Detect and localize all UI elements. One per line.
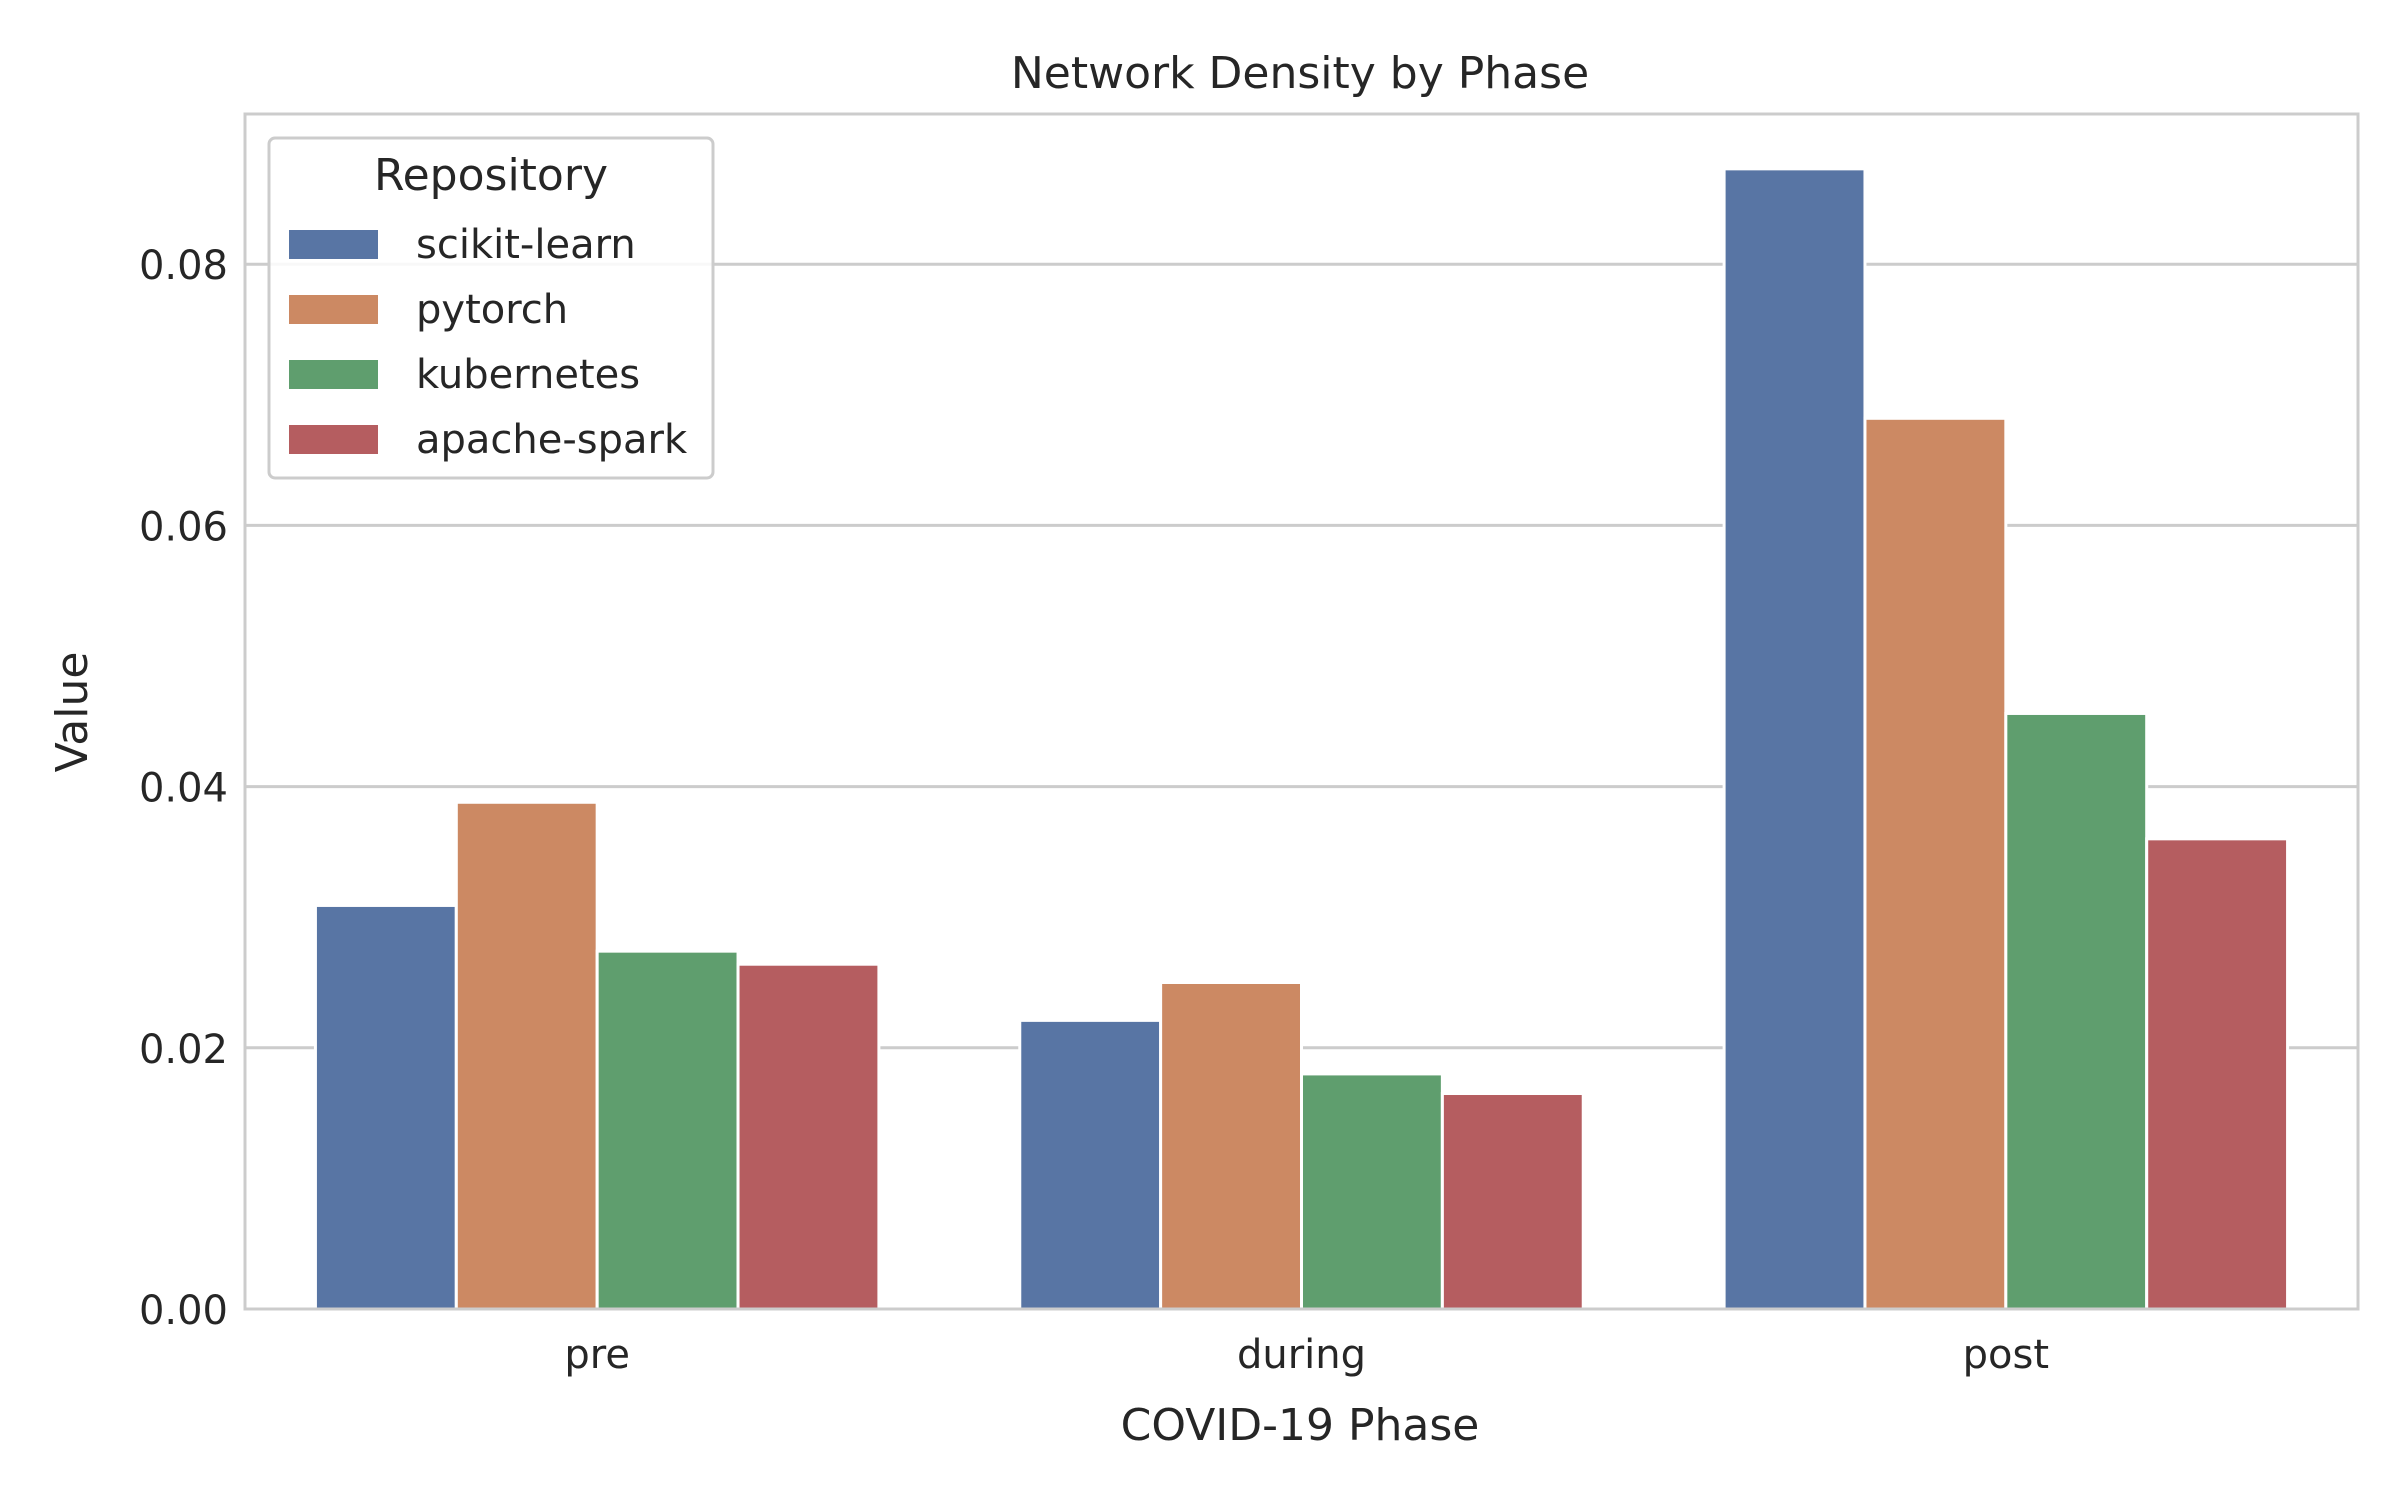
bar-kubernetes-pre	[595, 949, 740, 1311]
legend-title: Repository	[374, 150, 608, 201]
bar-apache-spark-during	[1440, 1092, 1585, 1311]
y-tick-labels: 0.00 0.02 0.04 0.06 0.08	[139, 243, 228, 1334]
bar-scikit-learn-post	[1722, 167, 1867, 1311]
bar-apache-spark-pre	[736, 962, 881, 1311]
legend-swatch-apache-spark	[289, 425, 378, 454]
legend-label-pytorch: pytorch	[416, 287, 568, 333]
legend-label-kubernetes: kubernetes	[416, 352, 640, 398]
legend-label-apache-spark: apache-spark	[416, 417, 688, 463]
plot-frame	[243, 112, 2360, 1311]
y-tick-label: 0.08	[139, 243, 228, 289]
x-tick-label: during	[1237, 1332, 1366, 1378]
legend-items: scikit-learn pytorch kubernetes apache-spar…	[289, 222, 688, 463]
bar-pytorch-post	[1863, 416, 2008, 1311]
legend-swatch-kubernetes	[289, 360, 378, 389]
x-tick-label: pre	[564, 1332, 630, 1378]
legend-swatch-pytorch	[289, 295, 378, 324]
y-tick-label: 0.02	[139, 1027, 228, 1073]
chart-title: Network Density by Phase	[1011, 48, 1589, 99]
bar-apache-spark-post	[2145, 837, 2290, 1311]
x-tick-labels: pre during post	[564, 1332, 2049, 1378]
x-tick-label: post	[1963, 1332, 2049, 1378]
bar-scikit-learn-pre	[313, 903, 458, 1311]
y-axis-label: Value	[47, 652, 98, 773]
bar-pytorch-pre	[454, 800, 599, 1311]
legend-label-scikit-learn: scikit-learn	[416, 222, 636, 268]
bar-scikit-learn-during	[1018, 1018, 1163, 1311]
bar-kubernetes-post	[2004, 711, 2149, 1311]
bar-pytorch-during	[1159, 980, 1303, 1311]
y-tick-label: 0.06	[139, 504, 228, 550]
bars	[313, 167, 2290, 1311]
legend-swatch-scikit-learn	[289, 230, 378, 259]
bar-kubernetes-during	[1300, 1072, 1444, 1311]
y-tick-label: 0.04	[139, 766, 228, 812]
y-tick-label: 0.00	[139, 1288, 228, 1334]
legend-box	[267, 136, 715, 480]
x-axis-label: COVID-19 Phase	[1121, 1400, 1480, 1451]
legend: Repository scikit-learn pytorch kubernetes…	[267, 136, 715, 480]
